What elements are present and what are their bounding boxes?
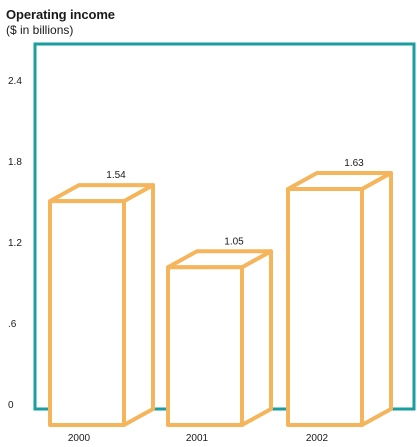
y-tick-label: 2.4: [8, 76, 22, 87]
bar-side-face: [240, 249, 273, 427]
y-tick-label: 1.2: [8, 238, 22, 249]
x-tick-label: 2000: [68, 433, 91, 444]
y-tick-label: 1.8: [8, 157, 22, 168]
chart-title: Operating income: [6, 7, 115, 22]
bar-2001: [166, 249, 273, 427]
bar-front-face: [286, 186, 364, 427]
x-tick-label: 2002: [306, 433, 329, 444]
bar-side-face: [122, 183, 155, 427]
bar-value-label: 1.05: [224, 236, 244, 247]
chart-subtitle: ($ in billions): [6, 23, 74, 37]
bar-value-label: 1.54: [106, 170, 126, 181]
bar-2000: [48, 183, 155, 427]
y-tick-label: .6: [8, 319, 17, 330]
value-labels: 1.54 1.05 1.63: [106, 158, 364, 247]
bar-side-face: [360, 170, 393, 427]
y-axis: 0 .6 1.2 1.8 2.4: [8, 76, 22, 411]
bar-front-face: [166, 265, 244, 427]
x-tick-label: 2001: [186, 433, 209, 444]
y-tick-label: 0: [8, 400, 14, 411]
bar-2002: [286, 170, 393, 427]
x-axis: 2000 2001 2002: [68, 433, 329, 444]
bar-front-face: [48, 199, 126, 427]
bars: [48, 170, 393, 427]
bar-value-label: 1.63: [344, 158, 364, 169]
